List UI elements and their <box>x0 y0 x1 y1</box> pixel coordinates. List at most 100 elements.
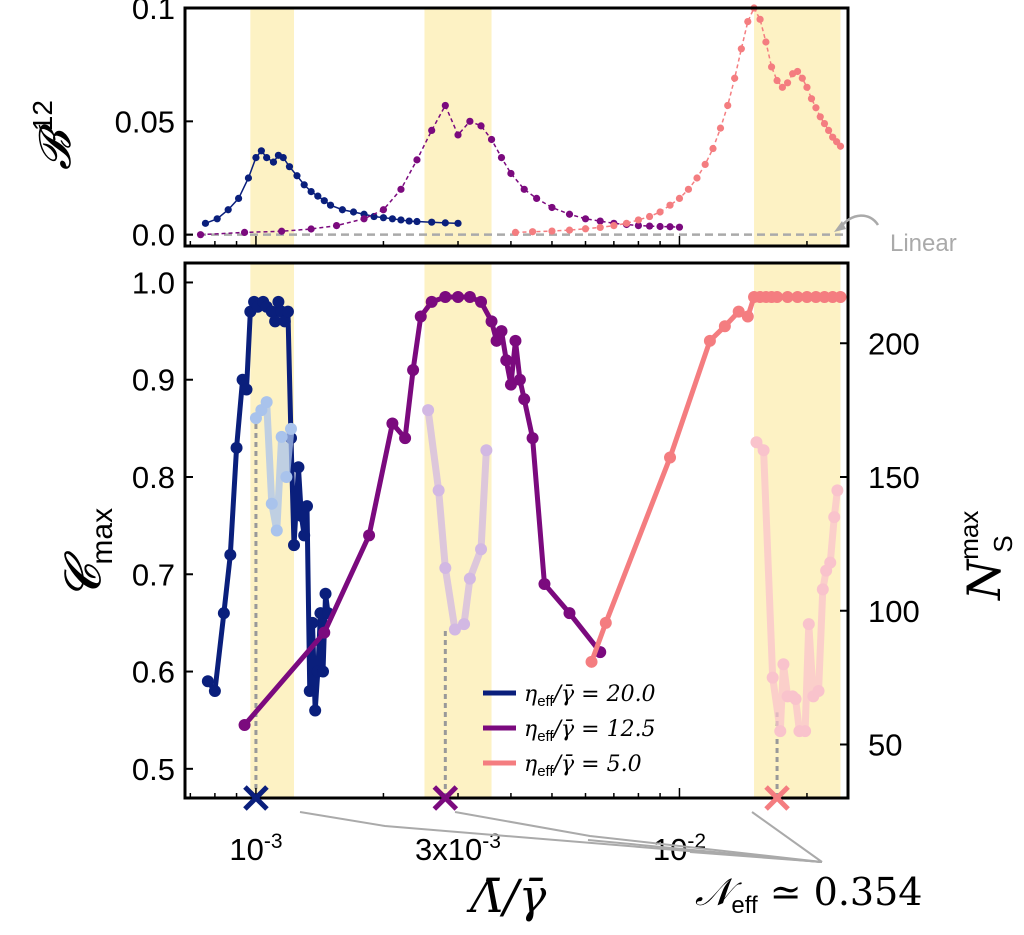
data-point <box>230 441 243 454</box>
data-point <box>338 206 346 214</box>
data-point <box>675 223 684 231</box>
data-point <box>565 210 574 218</box>
data-point <box>298 529 311 542</box>
data-point <box>428 126 436 134</box>
data-point <box>816 583 829 596</box>
legend-entry: ηeff/γ̄ = 20.0 <box>483 682 656 710</box>
data-point <box>825 126 833 134</box>
data-point <box>439 561 452 574</box>
data-point <box>397 185 405 193</box>
annotation-connector-lines <box>299 811 823 863</box>
data-point <box>201 675 214 688</box>
data-point <box>201 219 210 227</box>
data-point <box>756 15 764 23</box>
data-point <box>724 101 732 110</box>
x-marker <box>243 785 269 811</box>
legend-label: ηeff/γ̄ = 5.0 <box>524 752 642 780</box>
data-point <box>422 404 435 417</box>
data-point <box>820 120 829 128</box>
data-point <box>803 83 811 91</box>
data-point <box>565 226 574 234</box>
data-point <box>585 655 598 668</box>
data-point <box>300 181 308 189</box>
data-point <box>664 451 677 464</box>
legend-entry: ηeff/γ̄ = 12.5 <box>483 717 656 745</box>
data-point <box>500 354 513 367</box>
x-axis-label: Λ̄/γ̄ <box>466 869 547 923</box>
data-point <box>778 83 786 91</box>
top-panel: 0.0 0.05 0.1 𝓑12 Linear <box>27 0 957 257</box>
data-point <box>269 158 278 166</box>
y2-tick-label: 100 <box>868 594 920 629</box>
legend-label: ηeff/γ̄ = 20.0 <box>524 682 656 710</box>
data-point <box>596 223 604 232</box>
annotation-line <box>689 851 823 863</box>
y2-tick-label: 50 <box>868 728 902 763</box>
data-point <box>528 228 537 236</box>
data-point <box>511 228 520 236</box>
data-point <box>213 215 221 223</box>
data-point <box>301 500 314 513</box>
data-point <box>771 291 784 304</box>
data-point <box>703 334 716 347</box>
data-point <box>666 201 674 209</box>
data-point <box>757 444 770 457</box>
data-point <box>622 219 631 227</box>
data-point <box>509 334 522 347</box>
data-point <box>762 38 770 46</box>
data-point <box>783 79 792 87</box>
annotation-line <box>299 811 823 863</box>
linear-annotation-arrowhead <box>834 221 846 232</box>
data-point <box>581 225 590 233</box>
top-ylabel: 𝓑12 <box>27 100 81 170</box>
linear-annotation-arrow <box>839 214 880 229</box>
annotation-line <box>454 811 823 863</box>
left-ylabel: 𝓒max <box>54 508 119 600</box>
data-point <box>270 524 283 537</box>
data-point <box>774 725 787 738</box>
data-point <box>326 201 335 209</box>
y-tick-label: 0.6 <box>132 655 175 690</box>
data-point <box>809 291 822 304</box>
data-point <box>513 373 526 386</box>
data-point <box>766 671 779 684</box>
data-point <box>834 291 847 304</box>
y2-tick-label: 150 <box>868 460 920 495</box>
data-point <box>379 214 388 222</box>
data-point <box>441 101 449 110</box>
data-point <box>741 310 754 323</box>
data-point <box>497 154 506 162</box>
data-point <box>666 223 674 231</box>
data-point <box>767 63 776 71</box>
series-s20 <box>201 147 462 227</box>
data-point <box>693 174 701 182</box>
data-point <box>701 160 709 168</box>
data-point <box>596 217 604 225</box>
data-point <box>413 217 421 226</box>
data-point <box>737 45 745 53</box>
x-marker-stroke <box>432 785 459 811</box>
data-point <box>799 725 812 738</box>
data-point <box>731 74 739 82</box>
highlight-band <box>250 8 295 246</box>
data-point <box>224 206 232 214</box>
right-ylabel: Nmax S <box>954 511 1018 601</box>
y-tick-label: 0.5 <box>132 752 175 787</box>
data-point <box>477 122 485 130</box>
data-point <box>800 291 813 304</box>
x-marker <box>432 785 459 811</box>
bottom-series <box>201 291 847 738</box>
data-point <box>284 422 297 435</box>
data-point <box>236 373 249 386</box>
x-tick-label: 10-3 <box>229 830 282 867</box>
y-tick-label: 0.1 <box>132 0 175 26</box>
linear-label: Linear <box>890 230 957 257</box>
neff-annotation: 𝒩eff ≃ 0.354 <box>695 870 922 919</box>
annotation-line <box>751 811 823 863</box>
data-point <box>319 587 332 600</box>
data-point <box>490 334 503 347</box>
data-point <box>405 217 413 225</box>
data-point <box>288 539 301 552</box>
data-point <box>716 124 725 132</box>
